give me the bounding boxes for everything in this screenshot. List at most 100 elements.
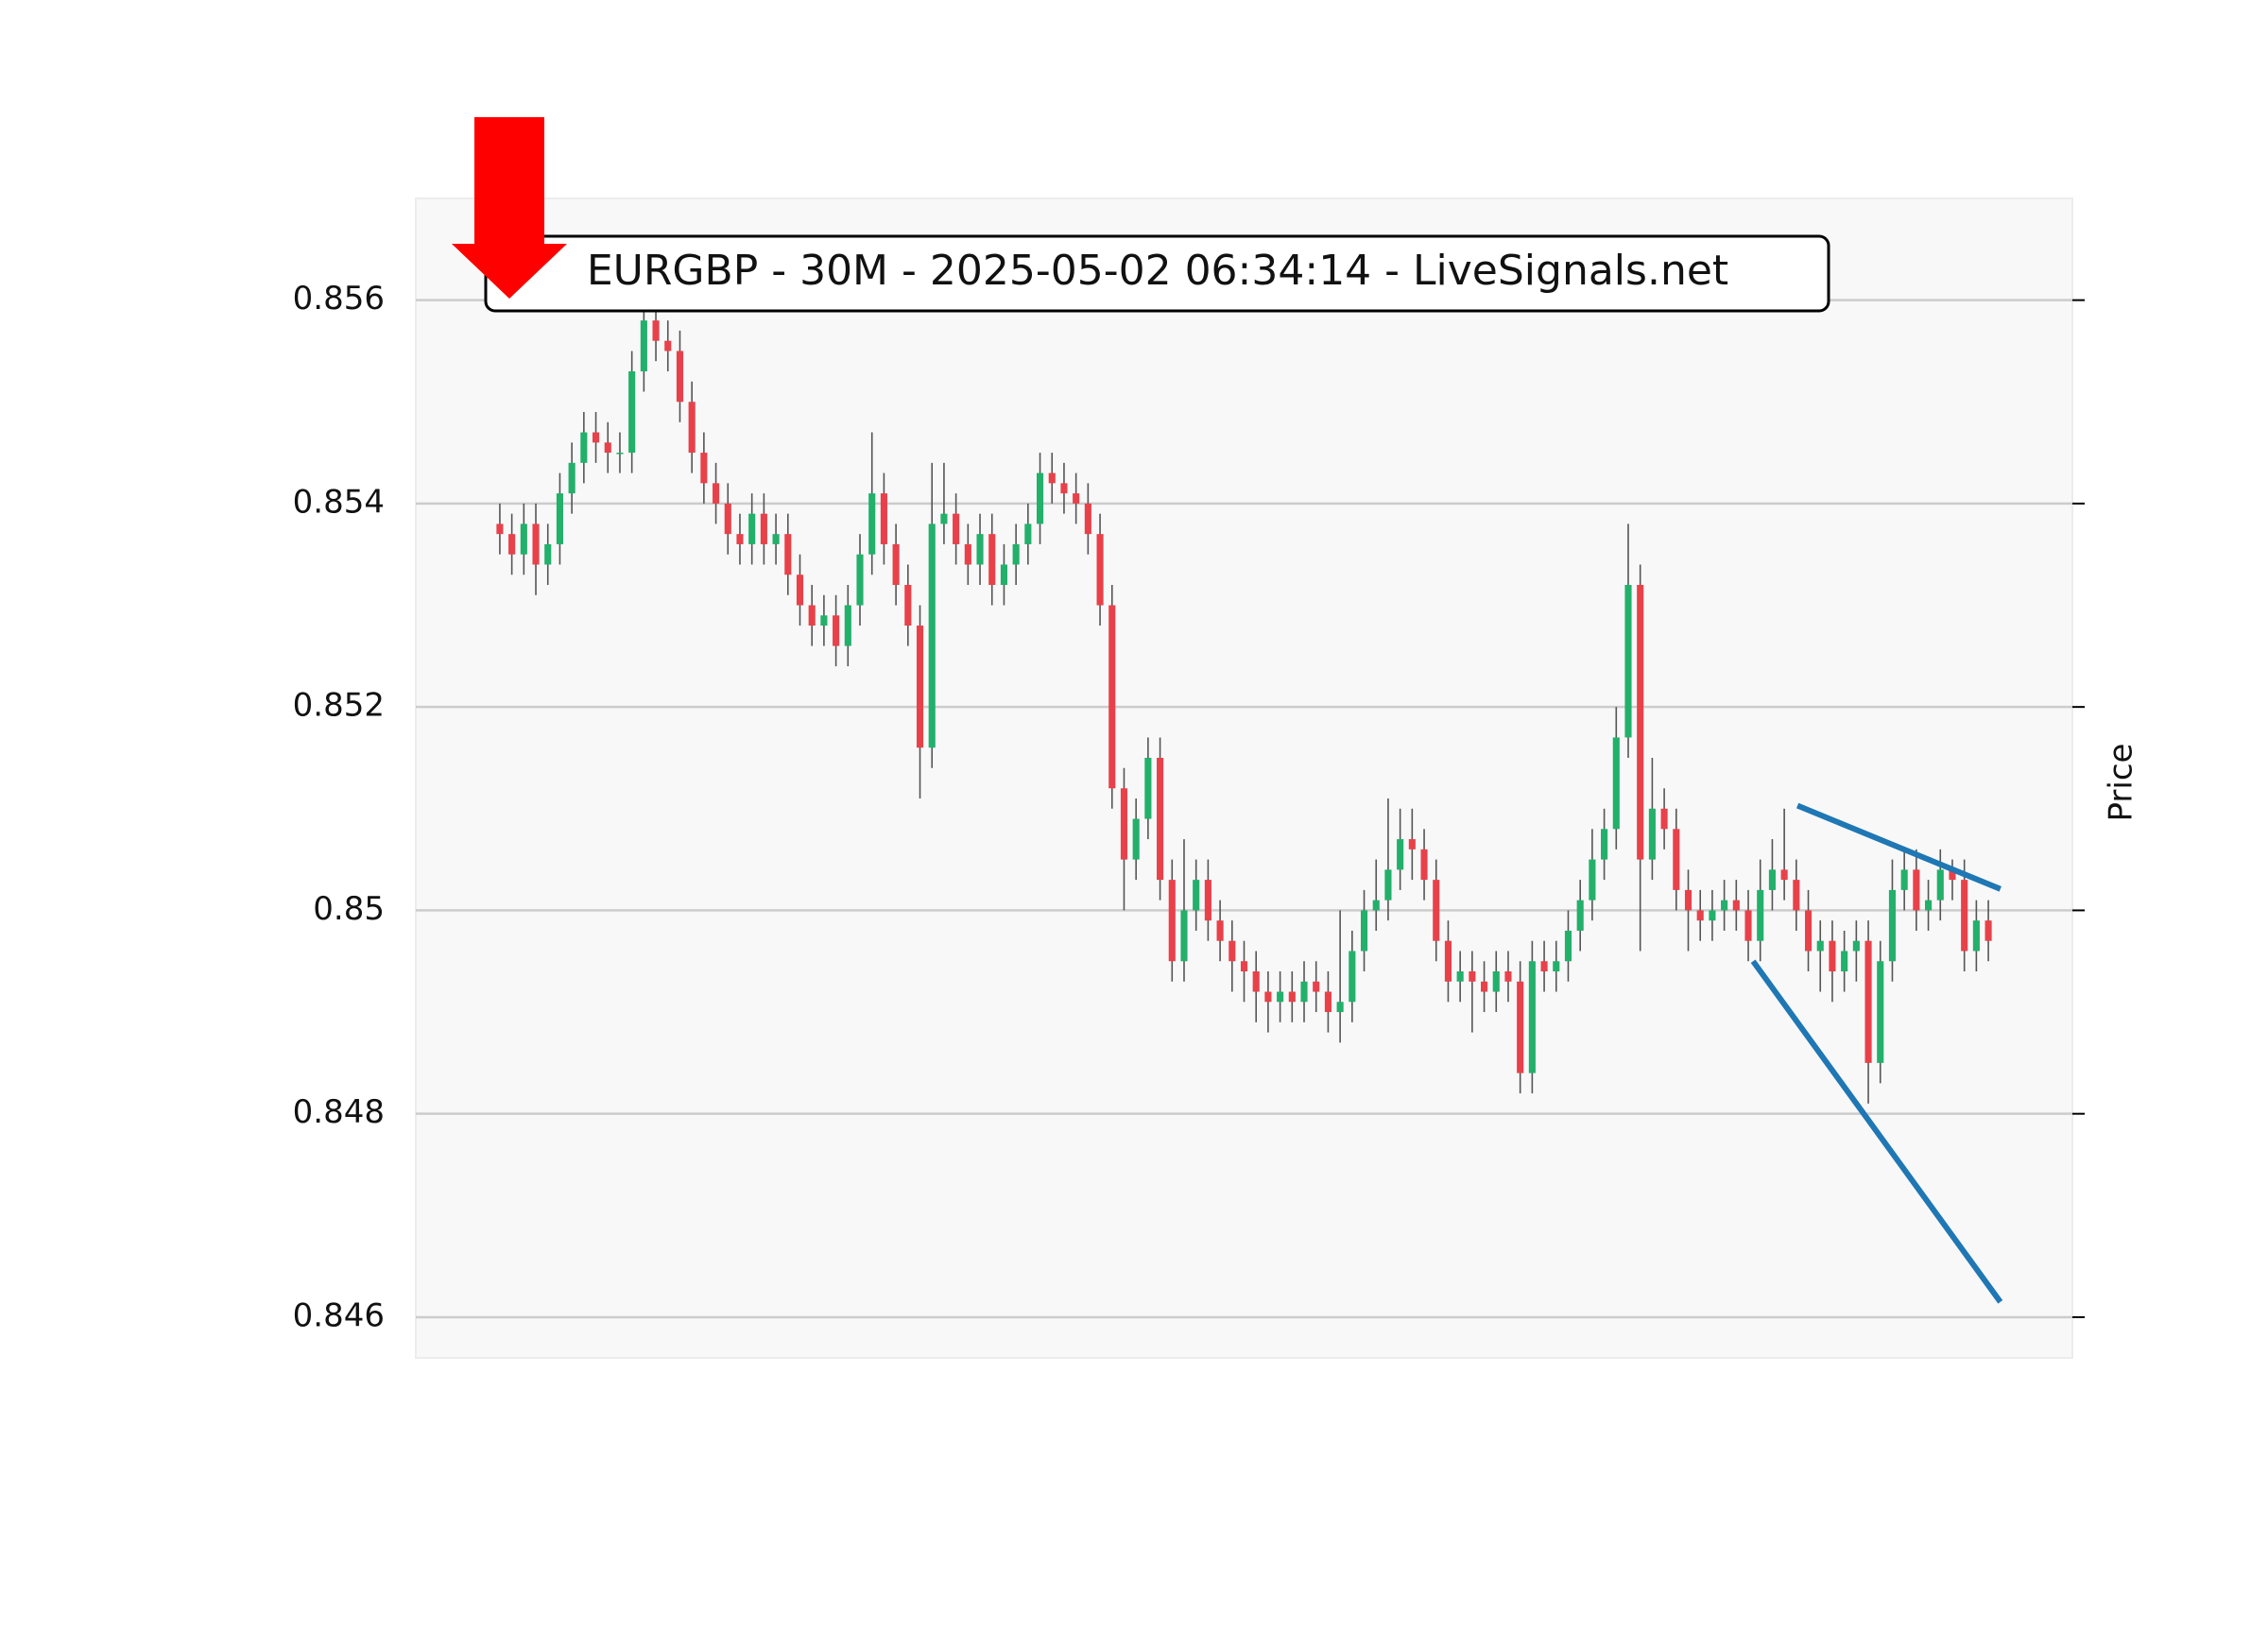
candle-body (1961, 880, 1968, 952)
candle-body (1240, 961, 1248, 971)
candle-body (688, 402, 696, 454)
candle-body (1096, 534, 1104, 606)
candle-body (1481, 981, 1488, 992)
candle-body (988, 534, 996, 585)
candle-body (568, 462, 576, 494)
candle-body (1624, 585, 1632, 738)
candle-body (713, 483, 720, 504)
arrow-shaft (474, 117, 544, 247)
candle-body (1360, 910, 1368, 952)
y-tick-label: 0.856 (293, 280, 385, 317)
candle-body (1757, 889, 1764, 941)
candle-body (1012, 543, 1020, 565)
candle-body (953, 513, 960, 544)
candle-body (1132, 818, 1140, 860)
candle-body (1768, 869, 1776, 890)
candle-body (676, 351, 684, 403)
plot-area (415, 197, 2073, 1359)
candle-body (1036, 472, 1044, 524)
candle-body (1793, 880, 1800, 911)
candle-body (1612, 737, 1620, 830)
candle-body (1877, 961, 1884, 1063)
candle-body (628, 370, 636, 454)
candle-body (1900, 869, 1908, 890)
candle-body (664, 340, 672, 352)
candle-body (880, 493, 887, 544)
candle-body (868, 493, 876, 555)
candle-body (604, 442, 611, 454)
candle-body (1048, 472, 1056, 484)
y-tick-label: 0.848 (293, 1093, 385, 1131)
candle-body (808, 605, 816, 626)
candle-body (580, 432, 588, 463)
candle-body (772, 534, 780, 544)
signal-arrow (452, 117, 567, 299)
grid: 0.846 0.848 0.85 0.852 0.854 0.856 (293, 280, 2085, 1334)
candle-body (833, 615, 840, 646)
candle-body (1108, 605, 1116, 789)
candle-body (1384, 869, 1392, 901)
candle-body (736, 534, 744, 544)
candle-body (1684, 889, 1692, 911)
candle-body (1300, 981, 1308, 1003)
candle-body (748, 513, 756, 544)
candle-body (1864, 940, 1872, 1063)
candle-body (760, 513, 767, 544)
candle-body (640, 320, 647, 371)
candle-body (1553, 961, 1560, 971)
candle-body (1576, 900, 1584, 931)
candle-body (1841, 951, 1848, 971)
candle-body (1204, 880, 1211, 921)
candle-body (1852, 940, 1860, 952)
candle-body (1589, 859, 1596, 901)
candle-body (1444, 940, 1452, 982)
candle-body (1397, 839, 1404, 870)
candle-body (1252, 971, 1260, 992)
candle-body (892, 543, 900, 585)
candle-body (940, 513, 948, 524)
candle-body (1349, 951, 1356, 1003)
candle-body (1601, 829, 1608, 860)
candle-body (964, 543, 971, 565)
candle-body (1564, 930, 1572, 962)
candle-body (1469, 971, 1476, 982)
candle-body (1949, 869, 1956, 881)
candle-body (1180, 910, 1188, 962)
candle-body (1073, 493, 1080, 504)
candle-body (496, 523, 504, 535)
candle-body (1492, 971, 1500, 992)
candle-body (1168, 880, 1176, 962)
candle-body (1216, 920, 1224, 941)
candle-body (1313, 981, 1320, 992)
candle-body (1972, 920, 1980, 952)
candle-body (1732, 900, 1740, 911)
candle-body (1433, 880, 1440, 941)
candle-body (1709, 910, 1716, 921)
candle-body (916, 626, 924, 748)
candle-body (1420, 849, 1428, 881)
candle-body (556, 493, 563, 544)
arrow-head (452, 244, 567, 299)
y-axis-label: Price (2103, 744, 2140, 822)
candle-body (856, 554, 864, 606)
candle-body (724, 503, 731, 535)
candle-body (1324, 991, 1332, 1013)
y-tick-label: 0.854 (293, 483, 385, 521)
candle-body (1829, 940, 1836, 971)
candle-body (532, 523, 540, 565)
candle-body (700, 453, 708, 484)
candle-body (1193, 880, 1200, 911)
candle-body (1408, 839, 1416, 849)
candle-body (1060, 483, 1068, 494)
candle-body (1372, 900, 1380, 911)
candle-body (616, 453, 624, 455)
candle-body (1528, 961, 1536, 1073)
candle-body (544, 543, 552, 565)
candle-body (976, 534, 984, 565)
candle-body (508, 534, 516, 555)
candle-body (1456, 971, 1464, 982)
candle-body (796, 575, 804, 606)
candle-body (1024, 523, 1032, 544)
